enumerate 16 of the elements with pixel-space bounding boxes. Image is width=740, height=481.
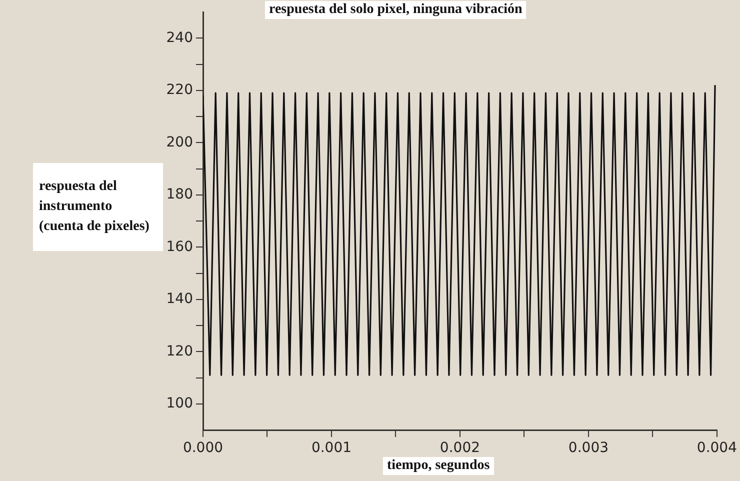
chart-title: respuesta del solo pixel, ninguna vibración: [265, 1, 526, 19]
y-tick-label: 160: [166, 238, 193, 255]
x-tick-label: 0.003: [568, 440, 609, 456]
y-tick-label: 220: [166, 82, 193, 98]
y-tick-label: 180: [166, 186, 193, 203]
x-tick-label: 0.000: [182, 440, 224, 456]
y-axis-title: respuesta del instrumento (cuenta de pixeles): [33, 163, 163, 251]
x-tick-label: 0.004: [696, 440, 738, 456]
y-tick-label: 200: [166, 134, 193, 150]
y-tick-label: 140: [166, 291, 193, 308]
x-tick-label: 0.001: [311, 440, 352, 456]
y-tick-label: 240: [166, 30, 193, 46]
x-tick-label: 0.002: [440, 440, 480, 456]
y-tick-label: 120: [166, 343, 193, 360]
y-tick-label: 100: [166, 396, 193, 412]
x-axis-title: tiempo, segundos: [383, 457, 494, 475]
